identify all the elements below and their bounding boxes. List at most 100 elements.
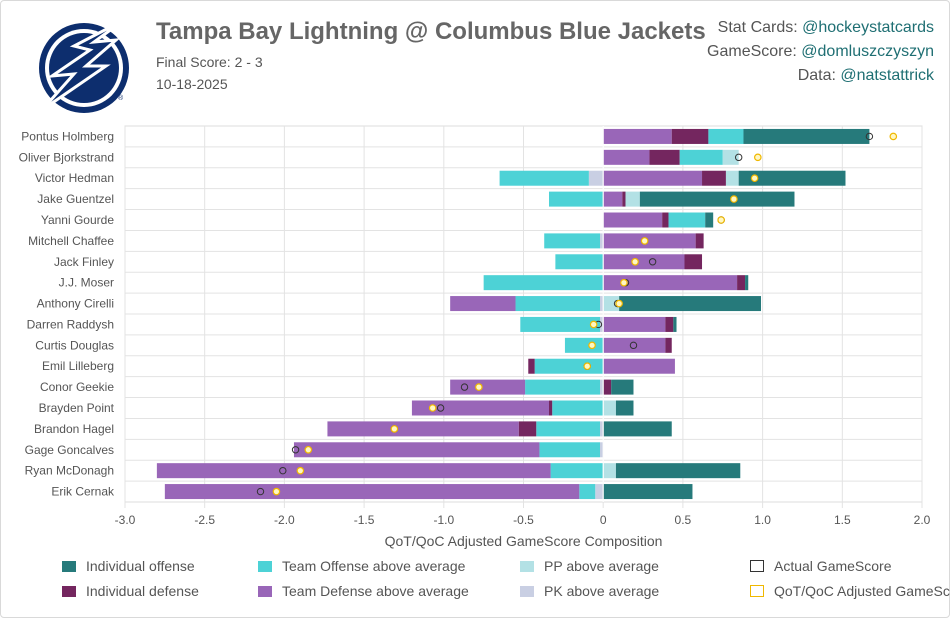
legend-item-adjusted: QoT/QoC Adjusted GameScore — [750, 583, 950, 599]
bar-segment-individual-offense — [603, 421, 672, 437]
x-tick-label: -1.0 — [433, 513, 454, 527]
bar-segment-team-defense — [327, 421, 519, 437]
player-label: J.J. Moser — [59, 276, 114, 290]
chart-title: Tampa Bay Lightning @ Columbus Blue Jack… — [156, 18, 706, 45]
player-label: Emil Lilleberg — [42, 359, 114, 373]
bar-segment-team-offense — [579, 484, 596, 500]
bar-segment-team-offense — [564, 337, 604, 353]
legend-label: PP above average — [544, 558, 659, 574]
legend-item-team-offense: Team Offense above average — [258, 558, 465, 574]
bar-segment-team-offense — [550, 463, 604, 479]
player-label: Brayden Point — [39, 401, 115, 415]
legend-item-individual-offense: Individual offense — [62, 558, 195, 574]
legend-label: Actual GameScore — [774, 558, 892, 574]
bar-segment-team-defense — [293, 442, 540, 458]
bar-segment-pp — [725, 170, 739, 186]
bar-segment-individual-offense — [745, 275, 749, 291]
bar-segment-individual-defense — [665, 337, 672, 353]
bar-segment-pp — [603, 463, 616, 479]
svg-text:®: ® — [118, 94, 124, 102]
x-tick-label: 1.5 — [834, 513, 851, 527]
bar-segment-team-defense — [603, 358, 675, 374]
bar-segment-team-defense — [603, 275, 738, 291]
player-label: Victor Hedman — [35, 171, 114, 185]
adjusted-gamescore-marker — [296, 466, 305, 475]
actual-gamescore-marker — [279, 466, 287, 475]
legend-item-individual-defense: Individual defense — [62, 583, 199, 599]
player-label: Jack Finley — [54, 255, 114, 269]
adjusted-gamescore-marker — [717, 216, 725, 224]
bar-segment-team-defense — [603, 191, 623, 207]
bar-segment-team-offense — [483, 275, 604, 291]
bar-segment-team-defense — [603, 337, 666, 353]
player-label: Oliver Bjorkstrand — [19, 150, 114, 164]
bar-segment-team-defense — [450, 296, 516, 312]
bar-segment-individual-defense — [622, 191, 626, 207]
bar-segment-team-offense — [668, 212, 706, 228]
bar-segment-individual-defense — [649, 149, 680, 165]
bar-segment-team-defense — [603, 149, 650, 165]
adjusted-gamescore-marker — [390, 425, 399, 433]
x-tick-label: 1.0 — [754, 513, 771, 527]
player-label: Mitchell Chaffee — [28, 234, 114, 248]
legend-item-actual: Actual GameScore — [750, 558, 892, 574]
credit-link[interactable]: @hockeystatcards — [802, 19, 934, 36]
adjusted-gamescore-marker — [475, 383, 483, 391]
legend-label: Team Defense above average — [282, 583, 469, 599]
final-score: Final Score: 2 - 3 — [156, 54, 263, 70]
legend-label: Team Offense above average — [282, 558, 466, 574]
bar-segment-pk — [600, 442, 604, 458]
bar-segment-individual-offense — [615, 400, 634, 416]
bar-segment-individual-defense — [737, 275, 746, 291]
bar-segment-team-defense — [411, 400, 550, 416]
adjusted-gamescore-marker — [589, 320, 598, 329]
player-label: Gage Goncalves — [25, 443, 114, 457]
player-label: Pontus Holmberg — [21, 129, 114, 143]
adjusted-gamescore-marker — [428, 404, 437, 412]
bar-segment-individual-defense — [549, 400, 553, 416]
bar-segment-team-offense — [544, 233, 601, 249]
actual-gamescore-marker — [436, 404, 445, 412]
legend: Individual offense Team Offense above ave… — [0, 552, 950, 612]
x-tick-label: -1.5 — [354, 513, 375, 527]
bar-segment-pk — [600, 296, 604, 312]
credits: Stat Cards: @hockeystatcards GameScore: … — [707, 16, 934, 88]
bar-segment-team-offense — [520, 316, 601, 332]
bar-segment-team-defense — [603, 254, 685, 270]
x-tick-label: 0.5 — [675, 513, 692, 527]
bar-segment-individual-defense — [662, 212, 669, 228]
legend-label: PK above average — [544, 583, 660, 599]
player-label: Conor Geekie — [40, 380, 114, 394]
x-axis-label: QoT/QoC Adjusted GameScore Composition — [385, 533, 663, 549]
legend-label: QoT/QoC Adjusted GameScore — [774, 583, 950, 599]
x-tick-label: -2.0 — [274, 513, 295, 527]
player-label: Anthony Cirelli — [37, 297, 114, 311]
bar-segment-team-defense — [603, 212, 663, 228]
bar-segment-team-defense — [603, 233, 696, 249]
bar-segment-individual-defense — [702, 170, 726, 186]
bar-segment-individual-defense — [671, 128, 709, 144]
credit-line: GameScore: @domluszczyszyn — [707, 43, 934, 60]
bar-segment-team-defense — [603, 128, 672, 144]
bar-segment-team-offense — [549, 191, 604, 207]
bar-segment-individual-offense — [738, 170, 846, 186]
x-tick-label: -0.5 — [513, 513, 534, 527]
adjusted-gamescore-marker — [631, 257, 639, 266]
adjusted-gamescore-marker — [304, 445, 313, 454]
adjusted-gamescore-marker — [754, 153, 762, 162]
actual-gamescore-marker — [460, 383, 469, 391]
bar-segment-team-defense — [164, 484, 580, 500]
player-label: Yanni Gourde — [41, 213, 114, 227]
actual-gamescore-marker — [256, 487, 265, 496]
credit-link[interactable]: @domluszczyszyn — [801, 43, 934, 60]
bar-segment-team-defense — [156, 463, 551, 479]
player-label: Erik Cernak — [51, 485, 115, 499]
team-logo-icon: ® — [39, 18, 129, 113]
credit-link[interactable]: @natstattrick — [840, 67, 934, 84]
bar-segment-pk — [600, 421, 604, 437]
bar-segment-pk — [600, 379, 604, 395]
bar-segment-individual-defense — [695, 233, 704, 249]
bar-segment-team-offense — [539, 442, 601, 458]
actual-gamescore-marker — [291, 446, 300, 454]
x-tick-label: -2.5 — [194, 513, 215, 527]
